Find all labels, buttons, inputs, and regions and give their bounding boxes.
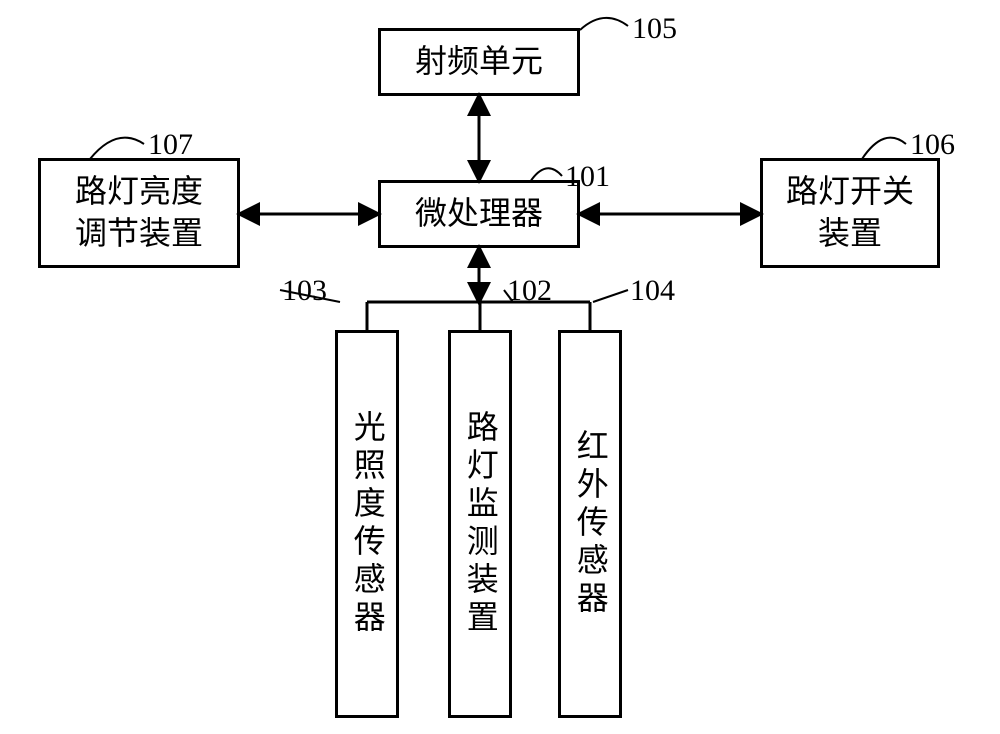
ir-sensor-box: 红外传感器 [558,330,622,718]
light-sensor-label: 光照度传感器 [346,410,388,638]
rf-unit-box: 射频单元 [378,28,580,96]
lamp-switch-box: 路灯开关装置 [760,158,940,268]
lamp-monitor-box: 路灯监测装置 [448,330,512,718]
label-103: 103 [282,274,327,308]
rf-unit-label: 射频单元 [415,41,543,83]
lamp-switch-label: 路灯开关装置 [786,171,914,254]
label-107: 107 [148,128,193,162]
label-106: 106 [910,128,955,162]
label-104: 104 [630,274,675,308]
label-101: 101 [565,160,610,194]
lamp-monitor-label: 路灯监测装置 [459,410,501,638]
label-105: 105 [632,12,677,46]
light-sensor-box: 光照度传感器 [335,330,399,718]
mcu-label: 微处理器 [415,193,543,235]
brightness-adj-label: 路灯亮度调节装置 [75,171,203,254]
ir-sensor-label: 红外传感器 [569,429,611,619]
brightness-adj-box: 路灯亮度调节装置 [38,158,240,268]
label-102: 102 [507,274,552,308]
mcu-box: 微处理器 [378,180,580,248]
